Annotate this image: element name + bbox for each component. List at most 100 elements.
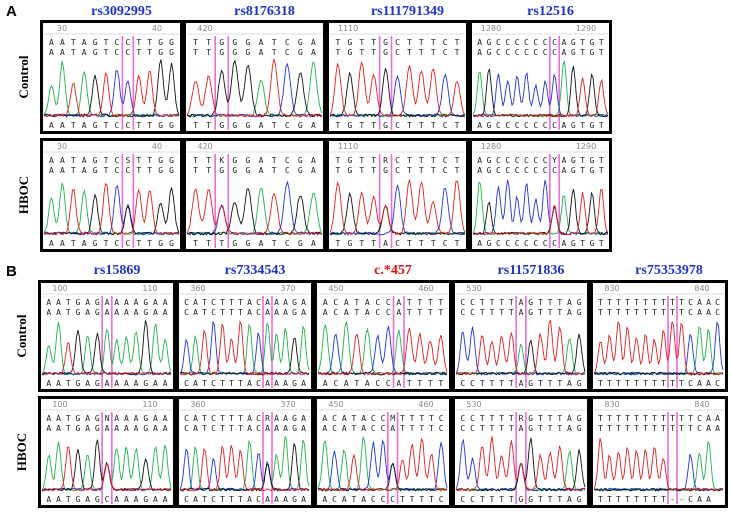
trace xyxy=(41,439,172,492)
base-call: G xyxy=(246,166,251,175)
base-call: A xyxy=(85,308,90,317)
base-call: T xyxy=(238,308,243,317)
base-call: A xyxy=(342,424,347,433)
base-call: C xyxy=(496,38,501,47)
base-call: C xyxy=(256,414,261,423)
base-call: C xyxy=(395,239,400,248)
snp-header: rs11571836 xyxy=(498,263,565,278)
base-call: A xyxy=(56,414,61,423)
base-call: C xyxy=(184,379,189,388)
base-call: G xyxy=(590,166,595,175)
base-call: A xyxy=(82,38,87,47)
ruler-label: 30 xyxy=(57,142,67,151)
base-call: C xyxy=(443,239,448,248)
trace xyxy=(186,188,323,236)
base-call: T xyxy=(431,121,436,130)
base-call: T xyxy=(625,298,630,307)
base-call: G xyxy=(292,414,297,423)
ruler-label: 830 xyxy=(604,400,619,409)
base-call: T xyxy=(599,239,604,248)
base-call: G xyxy=(519,495,524,504)
base-call: A xyxy=(49,121,54,130)
base-call: T xyxy=(136,121,141,130)
trace xyxy=(329,60,466,118)
base-call: G xyxy=(76,298,81,307)
base-call: T xyxy=(354,298,359,307)
base-call: C xyxy=(395,156,400,165)
base-call: C xyxy=(395,121,400,130)
base-call: A xyxy=(60,166,65,175)
base-call: A xyxy=(124,424,129,433)
base-call: A xyxy=(247,424,252,433)
base-call: A xyxy=(259,38,264,47)
base-call: G xyxy=(590,38,595,47)
base-call: T xyxy=(336,48,341,57)
base-call: K xyxy=(219,156,224,165)
base-call: A xyxy=(365,379,370,388)
chromatogram-frame xyxy=(40,138,183,252)
trace xyxy=(472,77,609,118)
base-call: C xyxy=(184,308,189,317)
base-call: C xyxy=(697,424,702,433)
base-call: A xyxy=(247,379,252,388)
base-call: A xyxy=(49,166,54,175)
base-call: A xyxy=(344,298,349,307)
base-call: T xyxy=(104,156,109,165)
base-call: T xyxy=(206,156,211,165)
base-call: T xyxy=(371,239,376,248)
base-call: A xyxy=(301,379,306,388)
base-call: C xyxy=(515,121,520,130)
base-call: T xyxy=(359,156,364,165)
base-call: T xyxy=(538,495,543,504)
base-call: G xyxy=(487,121,492,130)
base-call: T xyxy=(480,424,485,433)
base-call: T xyxy=(272,38,277,47)
base-call: G xyxy=(577,414,582,423)
base-call: C xyxy=(125,239,130,248)
base-call: T xyxy=(643,308,648,317)
base-call: T xyxy=(431,38,436,47)
base-call: T xyxy=(272,48,277,57)
base-call: T xyxy=(336,156,341,165)
base-call: T xyxy=(429,424,434,433)
base-call: A xyxy=(567,424,572,433)
base-call: C xyxy=(552,38,557,47)
base-call: A xyxy=(259,166,264,175)
base-call: T xyxy=(625,424,630,433)
base-call: C xyxy=(543,156,548,165)
base-call: T xyxy=(354,379,359,388)
base-call: A xyxy=(274,298,279,307)
base-call: T xyxy=(499,414,504,423)
base-call: A xyxy=(274,495,279,504)
base-call: G xyxy=(169,48,174,57)
base-call: T xyxy=(557,424,562,433)
base-call: T xyxy=(66,379,71,388)
base-call: G xyxy=(528,308,533,317)
base-call: T xyxy=(359,239,364,248)
base-call: T xyxy=(336,121,341,130)
base-call: G xyxy=(93,239,98,248)
base-call: G xyxy=(246,48,251,57)
ruler-label: 360 xyxy=(190,400,205,409)
base-call: T xyxy=(400,424,405,433)
row-label: HBOC xyxy=(16,176,31,214)
ruler-label: 370 xyxy=(280,400,295,409)
base-call: C xyxy=(439,495,444,504)
base-call: A xyxy=(153,424,158,433)
base-call: T xyxy=(679,424,684,433)
base-call: T xyxy=(206,121,211,130)
base-call: A xyxy=(105,298,110,307)
base-call: T xyxy=(455,38,460,47)
snp-header: rs7334543 xyxy=(225,263,286,278)
ruler-label: 420 xyxy=(197,142,212,151)
base-call: A xyxy=(265,308,270,317)
trace xyxy=(317,439,448,492)
base-call: G xyxy=(487,38,492,47)
base-call: C xyxy=(375,308,380,317)
base-call: T xyxy=(538,414,543,423)
base-call: R xyxy=(383,156,388,165)
base-call: T xyxy=(431,239,436,248)
